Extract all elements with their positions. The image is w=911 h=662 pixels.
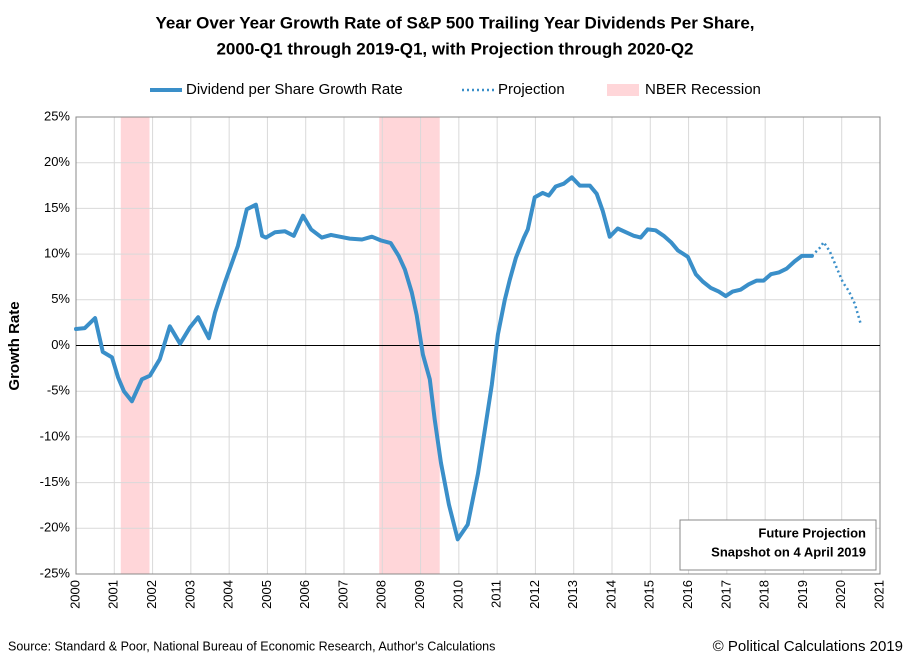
y-tick-label: 0% [51, 337, 70, 352]
x-tick-label: 2013 [565, 580, 580, 609]
legend-swatch [607, 84, 639, 96]
x-tick-label: 2019 [795, 580, 810, 609]
y-tick-label: 25% [44, 108, 70, 123]
data-line [74, 175, 814, 542]
y-tick-label: -10% [40, 428, 71, 443]
y-tick-label: -25% [40, 565, 71, 580]
y-tick-label: -5% [47, 383, 71, 398]
x-tick-label: 2008 [374, 580, 389, 609]
x-tick-label: 2009 [412, 580, 427, 609]
annotation-box [679, 519, 877, 571]
x-tick-label: 2005 [259, 580, 274, 609]
x-tick-label: 2017 [718, 580, 733, 609]
annotation-text: Future Projection [758, 525, 866, 540]
chart-title: 2000-Q1 through 2019-Q1, with Projection… [216, 39, 693, 58]
x-tick-label: 2020 [833, 580, 848, 609]
source: Source: Standard & Poor, National Bureau… [8, 639, 495, 653]
y-axis-label: Growth Rate [6, 301, 23, 390]
legend-label: Projection [498, 81, 565, 98]
x-tick-label: 2011 [489, 580, 504, 608]
data-line [811, 240, 863, 325]
chart-title: Year Over Year Growth Rate of S&P 500 Tr… [155, 13, 754, 32]
x-tick-label: 2007 [335, 580, 350, 609]
x-tick-label: 2014 [603, 580, 618, 609]
y-tick-label: -20% [40, 520, 71, 535]
y-tick-label: 20% [44, 154, 70, 169]
x-tick-label: 2010 [450, 580, 465, 609]
x-tick-label: 2015 [642, 580, 657, 609]
x-tick-label: 2003 [182, 580, 197, 609]
x-tick-label: 2012 [527, 580, 542, 609]
y-tick-label: -15% [40, 474, 71, 489]
y-tick-label: 10% [44, 246, 70, 261]
legend-label: NBER Recession [645, 81, 761, 98]
x-tick-label: 2018 [757, 580, 772, 609]
x-tick-label: 2000 [67, 580, 82, 609]
legend-label: Dividend per Share Growth Rate [186, 81, 403, 98]
y-tick-label: 5% [51, 291, 70, 306]
x-tick-label: 2021 [871, 580, 886, 609]
x-tick-label: 2002 [144, 580, 159, 609]
x-tick-label: 2004 [221, 580, 236, 609]
y-tick-label: 15% [44, 200, 70, 215]
x-tick-label: 2016 [680, 580, 695, 609]
x-tick-label: 2006 [297, 580, 312, 609]
annotation-text: Snapshot on 4 April 2019 [711, 544, 866, 559]
x-tick-label: 2001 [106, 580, 121, 609]
credit: © Political Calculations 2019 [713, 638, 903, 655]
